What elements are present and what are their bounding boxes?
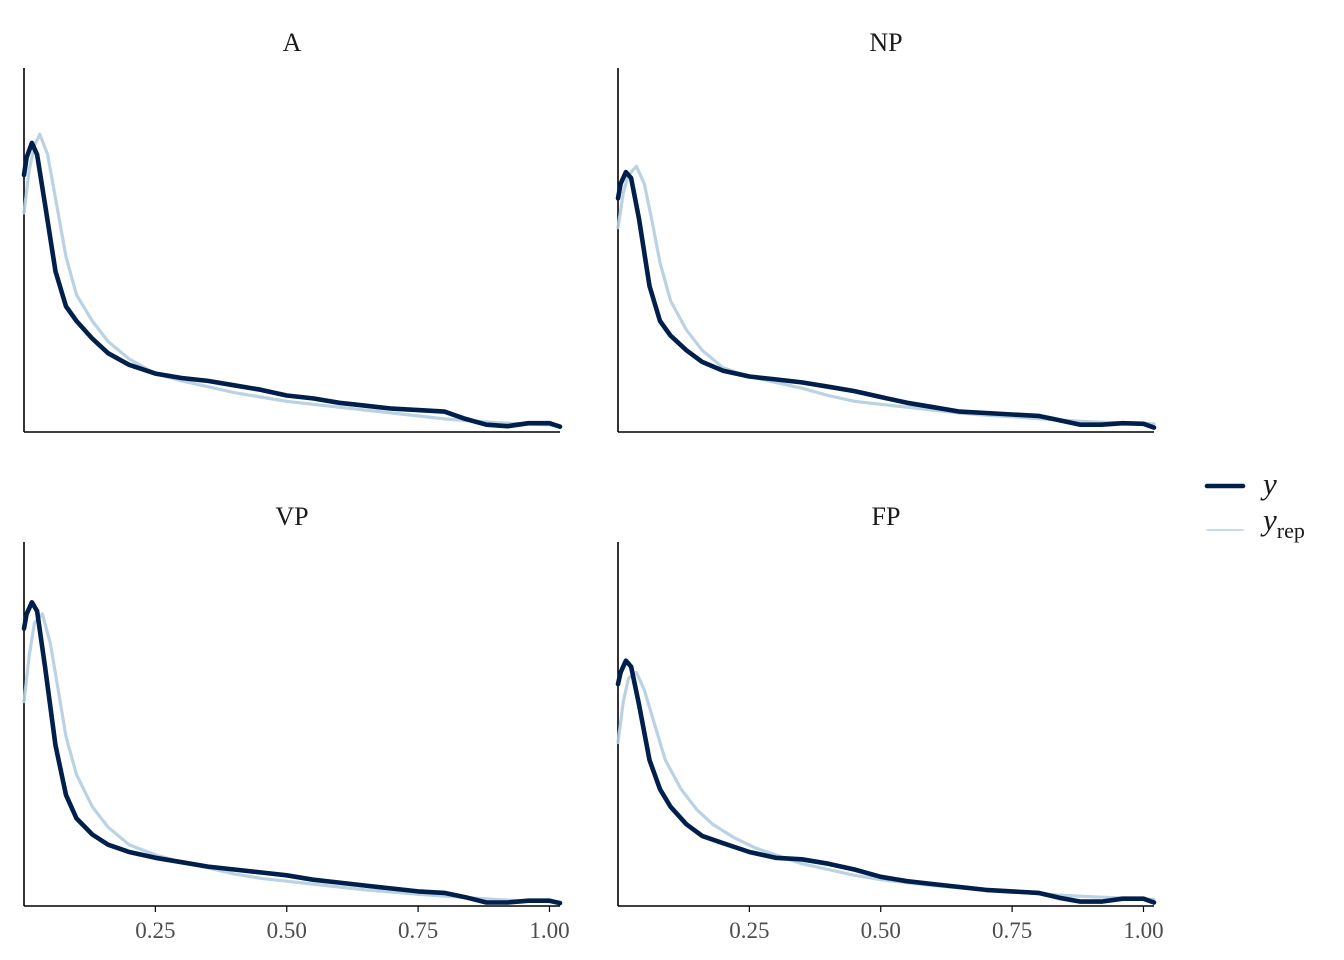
panel-vp: VP 0.25 0.50 0.75 1.00 — [21, 502, 570, 943]
y-density-line — [615, 658, 1157, 905]
y-density-line — [21, 600, 563, 906]
x-tick-label: 0.50 — [267, 918, 307, 943]
panel-title: VP — [275, 502, 308, 531]
x-tick-label: 0.75 — [992, 918, 1032, 943]
legend-label-y-rep: yrep — [1260, 502, 1305, 543]
legend-label-main: y — [1260, 502, 1277, 537]
panel-title: FP — [872, 502, 901, 531]
panel-a: A — [21, 28, 563, 433]
x-tick-label: 1.00 — [1123, 918, 1163, 943]
x-tick-label: 0.50 — [861, 918, 901, 943]
x-tick-label: 0.25 — [135, 918, 175, 943]
legend-label-main: y — [1260, 466, 1277, 501]
y-density-line — [21, 140, 563, 429]
x-tick-label: 0.75 — [398, 918, 438, 943]
legend-label-y: y — [1260, 466, 1277, 501]
panel-title: A — [283, 28, 302, 57]
panel-np: NP — [615, 28, 1157, 433]
x-tick-label: 0.25 — [729, 918, 769, 943]
y-density-line — [615, 169, 1157, 430]
y-rep-density-line — [22, 612, 562, 904]
x-tick-label: 1.00 — [529, 918, 569, 943]
y-rep-density-line — [616, 670, 1156, 902]
panel-title: NP — [869, 28, 902, 57]
legend-label-subscript: rep — [1277, 518, 1305, 543]
y-rep-density-line — [616, 164, 1156, 426]
y-rep-density-line — [22, 132, 562, 428]
panel-fp: FP 0.25 0.50 0.75 1.00 — [615, 502, 1164, 943]
